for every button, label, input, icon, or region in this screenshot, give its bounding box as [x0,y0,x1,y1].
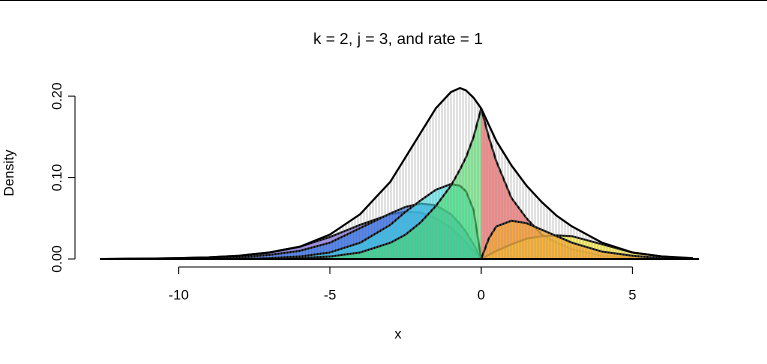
x-tick-label: -10 [169,287,189,303]
density-area [103,184,482,259]
x-tick-label: -5 [324,287,337,303]
x-tick-label: 0 [477,287,485,303]
y-axis-label: Density [1,150,17,197]
y-tick-label: 0.00 [49,245,65,272]
x-tick-label: 5 [629,287,637,303]
y-tick-label: 0.10 [49,164,65,191]
density-area [103,108,482,259]
x-axis-label: x [395,326,402,342]
density-line [103,87,694,260]
density-area [481,220,693,259]
chart-title: k = 2, j = 3, and rate = 1 [313,31,483,48]
density-line [480,219,693,260]
y-tick-label: 0.20 [49,82,65,109]
